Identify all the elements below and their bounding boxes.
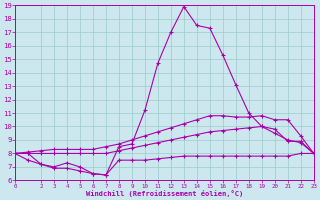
X-axis label: Windchill (Refroidissement éolien,°C): Windchill (Refroidissement éolien,°C) [86,190,243,197]
